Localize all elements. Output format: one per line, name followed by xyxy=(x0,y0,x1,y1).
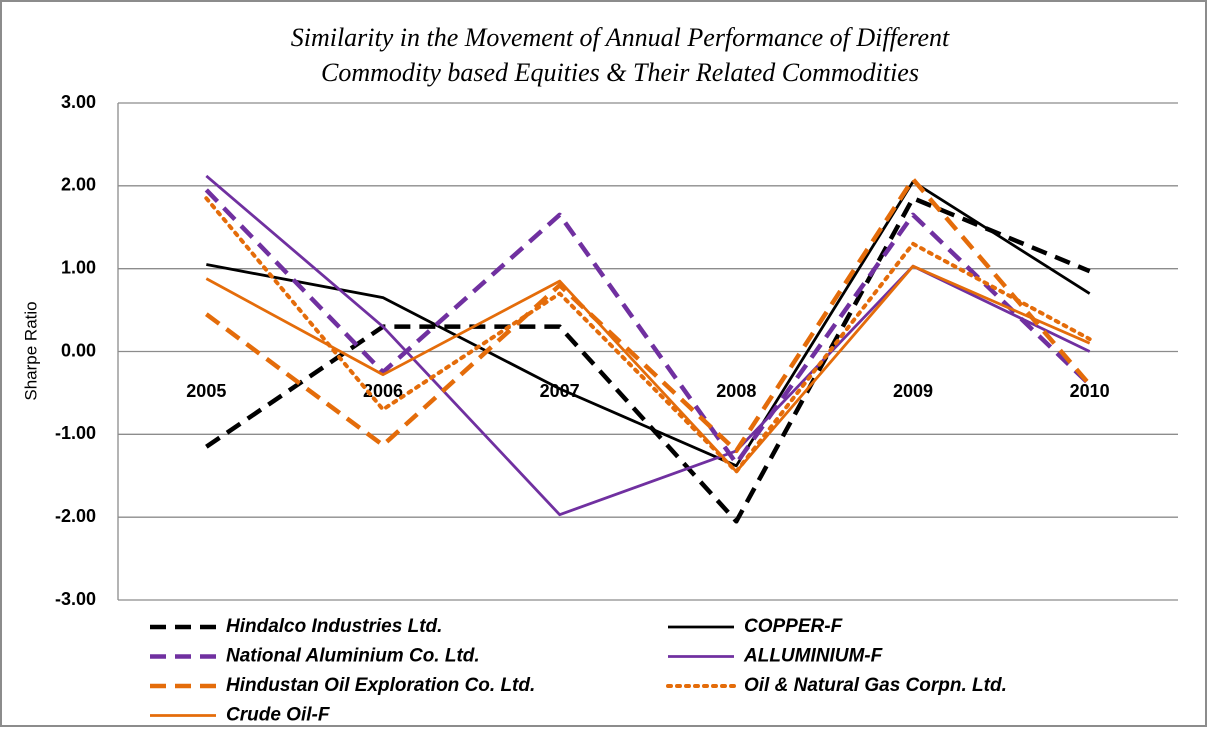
series-line xyxy=(205,196,1091,524)
legend-label: COPPER-F xyxy=(744,616,844,637)
legend-label: ALLUMINIUM-F xyxy=(743,646,884,667)
y-tick-label: 2.00 xyxy=(61,175,96,195)
series-line xyxy=(205,264,1091,474)
series-line xyxy=(204,176,1092,454)
y-tick-label: 1.00 xyxy=(61,257,96,277)
x-tick-label: 2005 xyxy=(186,381,226,401)
legend-label: Crude Oil-F xyxy=(226,705,331,726)
x-tick-label: 2006 xyxy=(363,381,403,401)
series-line xyxy=(206,180,1091,468)
legend-label: Hindalco Industries Ltd. xyxy=(226,616,442,637)
x-tick-label: 2007 xyxy=(540,381,580,401)
y-tick-label: -1.00 xyxy=(55,423,96,443)
y-axis-label: Sharpe Ratio xyxy=(21,301,40,400)
legend-label: National Aluminium Co. Ltd. xyxy=(226,646,480,667)
x-tick-label: 2010 xyxy=(1070,381,1110,401)
x-tick-label: 2009 xyxy=(893,381,933,401)
legend-label: Hindustan Oil Exploration Co. Ltd. xyxy=(226,675,535,696)
chart-title: Similarity in the Movement of Annual Per… xyxy=(291,23,950,52)
x-tick-label: 2008 xyxy=(716,381,756,401)
y-tick-label: -3.00 xyxy=(55,589,96,609)
y-tick-label: 0.00 xyxy=(61,340,96,360)
series-line xyxy=(204,196,1092,474)
chart-title: Commodity based Equities & Their Related… xyxy=(321,58,919,87)
legend-label: Oil & Natural Gas Corpn. Ltd. xyxy=(744,675,1007,696)
y-tick-label: 3.00 xyxy=(61,92,96,112)
y-tick-label: -2.00 xyxy=(55,506,96,526)
series-line xyxy=(204,188,1092,466)
